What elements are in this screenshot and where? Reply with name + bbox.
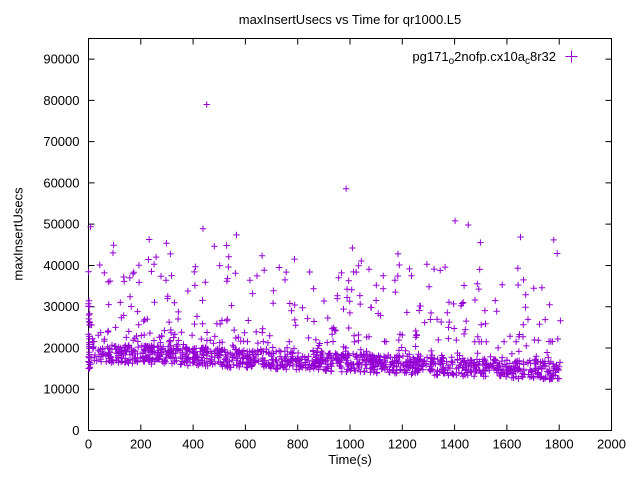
legend-label: pg171o2nofp.cx10ac8r32 [412, 49, 556, 67]
legend-label-segment: 8r32 [529, 49, 556, 64]
y-tick-label: 30000 [43, 299, 79, 314]
x-tick-label: 2000 [597, 437, 626, 452]
y-tick-label: 40000 [43, 258, 79, 273]
y-axis-label: maxInsertUsecs [10, 187, 26, 281]
x-tick-label: 600 [235, 437, 257, 452]
y-tick-label: 20000 [43, 340, 79, 355]
y-tick-label: 50000 [43, 217, 79, 232]
x-tick-label: 1200 [388, 437, 417, 452]
legend: pg171o2nofp.cx10ac8r32 [412, 49, 578, 67]
legend-plus-marker-icon [565, 50, 578, 63]
x-axis-label: Time(s) [328, 452, 372, 467]
legend-label-segment: 2nofp.cx10a [454, 49, 525, 64]
y-tick-label: 70000 [43, 134, 79, 149]
x-tick-label: 1400 [440, 437, 469, 452]
plot-title: maxInsertUsecs vs Time for qr1000.L5 [238, 12, 462, 27]
x-tick-labels: 0 200 400 600 800 1000 1200 1400 1600 1800 2000 [85, 437, 626, 452]
legend-label-subscript: c [524, 56, 530, 67]
y-tick-labels: 0 10000 20000 30000 40000 50000 60000 70000 8000… [43, 52, 79, 438]
x-tick-label: 1600 [492, 437, 521, 452]
x-tick-label: 800 [287, 437, 309, 452]
x-tick-label: 200 [130, 437, 152, 452]
y-tick-label: 10000 [43, 382, 79, 397]
y-tick-label: 80000 [43, 93, 79, 108]
x-tick-label: 400 [182, 437, 204, 452]
legend-label-segment: pg171 [412, 49, 449, 64]
y-tick-label: 90000 [43, 52, 79, 67]
x-tick-label: 1800 [545, 437, 574, 452]
legend-label-subscript: o [448, 56, 455, 67]
y-tick-label: 0 [72, 423, 79, 438]
x-tick-label: 0 [85, 437, 92, 452]
scatter-points [85, 101, 564, 383]
y-tick-label: 60000 [43, 175, 79, 190]
x-tick-label: 1000 [336, 437, 365, 452]
